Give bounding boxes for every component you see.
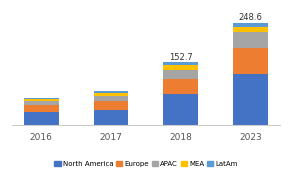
Bar — [94, 101, 129, 110]
Bar — [163, 65, 198, 70]
Bar — [233, 48, 268, 74]
Bar — [163, 94, 198, 125]
Text: 152.7: 152.7 — [169, 53, 193, 62]
Bar — [94, 91, 129, 93]
Bar — [233, 32, 268, 48]
Bar — [233, 27, 268, 32]
Bar — [163, 62, 198, 65]
Bar — [24, 112, 59, 125]
Bar — [94, 96, 129, 101]
Bar — [233, 74, 268, 125]
Bar — [24, 105, 59, 112]
Bar — [24, 99, 59, 101]
Bar — [94, 93, 129, 96]
Bar — [163, 79, 198, 94]
Bar — [94, 110, 129, 125]
Bar — [233, 23, 268, 27]
Text: 248.6: 248.6 — [239, 13, 263, 22]
Bar — [24, 97, 59, 99]
Bar — [163, 70, 198, 79]
Legend: North America, Europe, APAC, MEA, LatAm: North America, Europe, APAC, MEA, LatAm — [52, 158, 240, 170]
Bar — [24, 101, 59, 105]
